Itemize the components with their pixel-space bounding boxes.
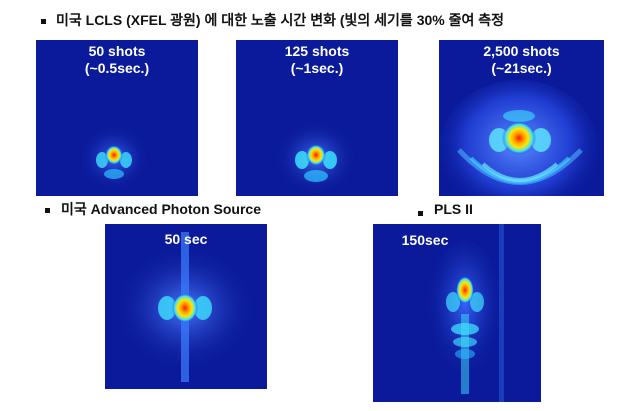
diffraction-image-lcls-2500-shots: 2,500 shots (~21sec.)	[439, 40, 604, 196]
panel-caption-line2: (~1sec.)	[290, 60, 344, 76]
heading-aps: 미국 Advanced Photon Source	[61, 201, 262, 217]
bullet-marker	[45, 208, 50, 213]
diffraction-image-aps: 50 sec	[105, 224, 267, 389]
panel-caption-line1: 50 sec	[164, 231, 208, 247]
panel-caption-line1: 50 shots	[88, 43, 146, 59]
diffraction-pattern	[36, 40, 198, 196]
diffraction-pattern	[439, 40, 604, 196]
panel-caption-line2: (~0.5sec.)	[84, 60, 150, 76]
panel-caption-line2: (~21sec.)	[491, 60, 552, 76]
panel-caption-line1: 2,500 shots	[483, 43, 560, 59]
diffraction-pattern	[105, 224, 267, 389]
heading-pls: PLS II	[434, 201, 473, 217]
panel-caption-line1: 125 shots	[284, 43, 350, 59]
diffraction-image-lcls-125-shots: 125 shots (~1sec.)	[236, 40, 398, 196]
diffraction-pattern	[373, 224, 541, 402]
diffraction-image-lcls-50-shots: 50 shots (~0.5sec.)	[36, 40, 198, 196]
heading-lcls: 미국 LCLS (XFEL 광원) 에 대한 노출 시간 변화 (빛의 세기를 …	[56, 12, 505, 28]
diffraction-pattern	[236, 40, 398, 196]
panel-caption-line1: 150sec	[401, 232, 449, 248]
diffraction-image-pls-ii: 150sec	[373, 224, 541, 402]
bullet-marker	[418, 211, 423, 216]
bullet-marker	[41, 19, 46, 24]
